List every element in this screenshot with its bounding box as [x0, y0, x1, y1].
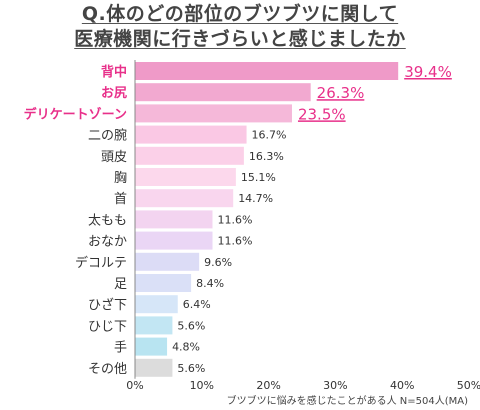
bar-2 — [135, 83, 311, 102]
category-label-12: ひざ下 — [88, 297, 127, 313]
category-label-3: デリケートゾーン — [24, 106, 127, 122]
chart-title: Q.体のどの部位のブツブツに関して 医療機関に行きづらいと感じましたか — [0, 2, 480, 52]
value-label-13: 5.6% — [177, 319, 205, 332]
category-label-4: 二の腕 — [88, 128, 127, 144]
x-tick-label-3: 20% — [256, 379, 280, 392]
category-label-2: お尻 — [101, 86, 127, 101]
category-label-10: デコルテ — [75, 255, 127, 271]
value-label-9: 11.6% — [217, 235, 252, 248]
bar-6 — [135, 168, 236, 186]
bar-13 — [135, 316, 173, 335]
bar-11 — [135, 274, 192, 292]
value-label-7: 14.7% — [238, 192, 273, 205]
bar-4 — [135, 125, 247, 144]
category-label-1: 背中 — [101, 64, 127, 80]
x-tick-label-2: 10% — [190, 379, 214, 392]
value-label-3: 23.5% — [298, 105, 346, 123]
x-tick-labels-group: 0% 10% 20% 30% 40% 50% — [126, 379, 480, 392]
x-tick-label-4: 30% — [323, 379, 347, 392]
value-label-5: 16.3% — [249, 150, 284, 163]
category-label-6: 胸 — [114, 171, 127, 186]
value-label-11: 8.4% — [196, 277, 224, 290]
value-label-14: 4.8% — [172, 341, 200, 354]
bar-7 — [135, 189, 234, 208]
bar-12 — [135, 295, 178, 314]
bar-15 — [135, 358, 173, 377]
x-tick-label-6: 50% — [457, 379, 480, 392]
bar-8 — [135, 210, 213, 229]
x-tick-label-5: 40% — [390, 379, 414, 392]
title-line-2: 医療機関に行きづらいと感じましたか — [74, 28, 406, 50]
category-label-8: 太もも — [88, 213, 127, 228]
value-labels-group: 39.4% 26.3% 23.5% 16.7% 16.3% 15.1% 14.7% 11.6%… — [172, 63, 452, 375]
title-line-1: Q.体のどの部位のブツブツに関して — [81, 3, 399, 25]
value-label-8: 11.6% — [217, 213, 252, 226]
category-label-14: 手 — [114, 341, 127, 356]
x-tick-label-1: 0% — [126, 379, 143, 392]
bar-1 — [135, 62, 399, 80]
value-label-15: 5.6% — [177, 362, 205, 375]
value-label-2: 26.3% — [317, 84, 365, 102]
bar-10 — [135, 252, 200, 271]
bar-9 — [135, 231, 213, 250]
bar-14 — [135, 337, 168, 356]
bars-group — [135, 62, 399, 377]
category-label-15: その他 — [88, 362, 127, 377]
category-label-11: 足 — [114, 277, 127, 292]
value-label-10: 9.6% — [204, 256, 232, 269]
value-label-12: 6.4% — [183, 298, 211, 311]
category-label-13: ひじ下 — [88, 319, 127, 334]
footnote: ブツブツに悩みを感じたことがある人 N=504人(MA) — [227, 394, 468, 407]
value-label-4: 16.7% — [252, 129, 287, 142]
value-label-1: 39.4% — [404, 63, 452, 81]
category-label-5: 頭皮 — [101, 150, 127, 165]
value-label-6: 15.1% — [241, 171, 276, 184]
category-label-9: おなか — [88, 235, 127, 250]
bar-3 — [135, 104, 292, 123]
bar-5 — [135, 146, 244, 165]
category-label-7: 首 — [114, 192, 127, 207]
